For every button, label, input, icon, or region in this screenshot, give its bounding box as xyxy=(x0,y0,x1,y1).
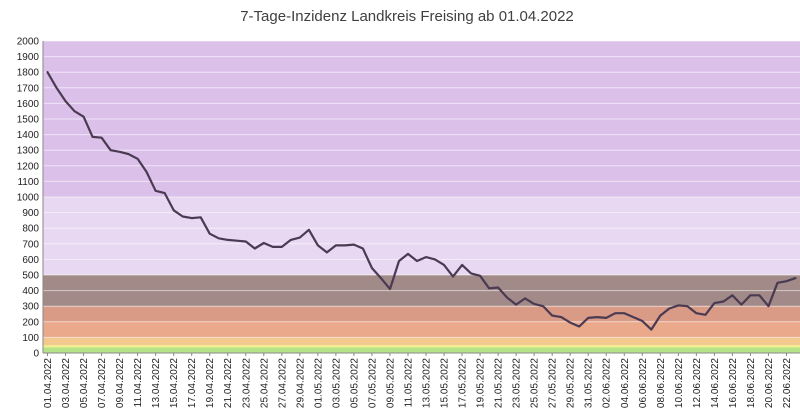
x-tick-label-1: 03.04.2022 xyxy=(61,358,72,408)
x-tick-label-17: 05.05.2022 xyxy=(349,358,360,408)
y-tick-label-2: 200 xyxy=(22,317,39,328)
y-tick-label-0: 0 xyxy=(33,349,39,360)
x-tick-label-32: 04.06.2022 xyxy=(620,358,631,408)
x-tick-label-0: 01.04.2022 xyxy=(43,358,54,408)
y-tick-label-6: 600 xyxy=(22,255,39,266)
x-tick-label-22: 15.05.2022 xyxy=(440,358,451,408)
x-tick-label-21: 13.05.2022 xyxy=(422,358,433,408)
y-tick-label-5: 500 xyxy=(22,271,39,282)
x-tick-label-41: 22.06.2022 xyxy=(782,358,793,408)
x-tick-label-26: 23.05.2022 xyxy=(512,358,523,408)
y-tick-label-7: 700 xyxy=(22,239,39,250)
x-tick-label-7: 15.04.2022 xyxy=(169,358,180,408)
x-tick-label-36: 12.06.2022 xyxy=(692,358,703,408)
x-tick-label-15: 01.05.2022 xyxy=(313,358,324,408)
y-tick-label-8: 800 xyxy=(22,224,39,235)
band-0 xyxy=(43,347,800,353)
y-tick-label-4: 400 xyxy=(22,286,39,297)
x-tick-label-39: 18.06.2022 xyxy=(746,358,757,408)
x-tick-label-23: 17.05.2022 xyxy=(458,358,469,408)
y-tick-label-19: 1900 xyxy=(17,52,40,63)
y-tick-label-3: 300 xyxy=(22,302,39,313)
y-tick-label-13: 1300 xyxy=(17,146,40,157)
y-tick-label-18: 1800 xyxy=(17,68,40,79)
y-tick-label-10: 1000 xyxy=(17,193,40,204)
x-tick-label-34: 08.06.2022 xyxy=(656,358,667,408)
x-tick-label-31: 02.06.2022 xyxy=(602,358,613,408)
y-tick-label-16: 1600 xyxy=(17,99,40,110)
x-tick-label-37: 14.06.2022 xyxy=(710,358,721,408)
x-tick-label-8: 17.04.2022 xyxy=(187,358,198,408)
x-tick-label-13: 27.04.2022 xyxy=(277,358,288,408)
x-tick-label-30: 31.05.2022 xyxy=(584,358,595,408)
y-tick-label-11: 1100 xyxy=(17,177,39,188)
band-4 xyxy=(43,306,800,322)
y-tick-label-12: 1200 xyxy=(17,161,40,172)
x-tick-label-3: 07.04.2022 xyxy=(97,358,108,408)
x-tick-label-20: 11.05.2022 xyxy=(403,358,414,408)
x-tick-label-40: 20.06.2022 xyxy=(764,358,775,408)
x-tick-label-11: 23.04.2022 xyxy=(241,358,252,408)
x-tick-label-14: 29.04.2022 xyxy=(295,358,306,408)
x-tick-label-28: 27.05.2022 xyxy=(548,358,559,408)
x-tick-label-35: 10.06.2022 xyxy=(674,358,685,408)
x-tick-label-12: 25.04.2022 xyxy=(259,358,270,408)
band-3 xyxy=(43,321,800,338)
y-tick-label-9: 900 xyxy=(22,208,39,219)
y-tick-label-1: 100 xyxy=(22,333,39,344)
y-tick-label-14: 1400 xyxy=(17,130,40,141)
incidence-line xyxy=(46,71,797,331)
x-tick-label-24: 19.05.2022 xyxy=(476,358,487,408)
y-tick-label-17: 1700 xyxy=(17,83,40,94)
x-tick-label-19: 09.05.2022 xyxy=(385,358,396,408)
chart-title: 7-Tage-Inzidenz Landkreis Freising ab 01… xyxy=(240,8,574,25)
x-tick-label-4: 09.04.2022 xyxy=(115,358,126,408)
x-tick-label-18: 07.05.2022 xyxy=(367,358,378,408)
x-tick-label-16: 03.05.2022 xyxy=(331,358,342,408)
y-tick-label-15: 1500 xyxy=(17,115,40,126)
y-axis: 0 100 200 300 400 500 600 700 800 900 1000 1100 1200… xyxy=(17,37,44,360)
x-tick-label-5: 11.04.2022 xyxy=(133,358,144,408)
band-2 xyxy=(43,337,800,346)
x-tick-label-2: 05.04.2022 xyxy=(79,358,90,408)
x-tick-label-33: 06.06.2022 xyxy=(638,358,649,408)
x-tick-label-9: 19.04.2022 xyxy=(205,358,216,408)
x-tick-label-27: 25.05.2022 xyxy=(530,358,541,408)
x-tick-label-25: 21.05.2022 xyxy=(494,358,505,408)
band-6 xyxy=(43,197,800,275)
y-tick-label-20: 2000 xyxy=(17,37,40,48)
band-1 xyxy=(43,345,800,348)
x-tick-label-10: 21.04.2022 xyxy=(223,358,234,408)
x-axis: 01.04.2022 03.04.2022 05.04.2022 07.04.2022… xyxy=(43,352,800,408)
x-tick-label-38: 16.06.2022 xyxy=(728,358,739,408)
x-tick-label-29: 29.05.2022 xyxy=(566,358,577,408)
x-tick-label-6: 13.04.2022 xyxy=(151,358,162,408)
